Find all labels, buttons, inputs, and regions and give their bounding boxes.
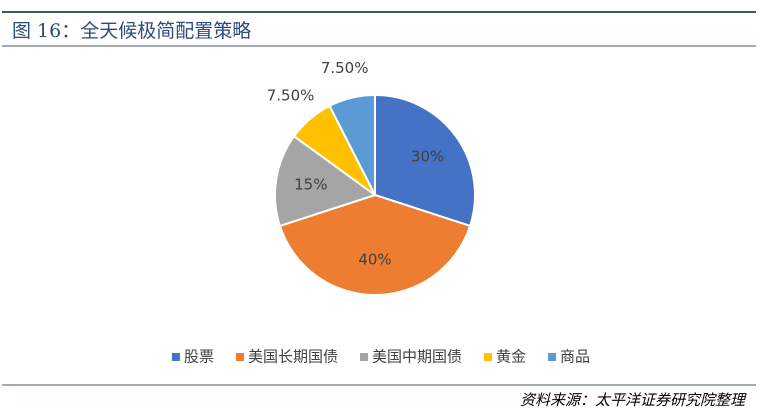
legend-swatch (171, 353, 180, 361)
data-label: 30% (411, 147, 444, 165)
legend-swatch (548, 353, 557, 361)
legend-label: 股票 (184, 348, 214, 366)
legend-label: 黄金 (496, 348, 526, 366)
pie-slice (278, 193, 472, 296)
legend-swatch (235, 353, 244, 361)
pie-slice (328, 93, 376, 196)
data-label: 7.50% (267, 87, 315, 105)
source: 资料来源：太平洋证券研究院整理 (520, 391, 747, 409)
pie-slice (374, 93, 476, 228)
pie-slice (274, 134, 378, 228)
legend-label: 美国长期国债 (248, 348, 338, 366)
legend-swatch (484, 353, 493, 361)
chart-title: 图 16：全天候极简配置策略 (12, 20, 251, 42)
legend-label: 商品 (560, 348, 590, 366)
data-label: 15% (294, 175, 327, 193)
data-label: 7.50% (321, 59, 369, 77)
legend-swatch (359, 353, 368, 361)
legend-label: 美国中期国债 (372, 348, 462, 366)
data-label: 40% (358, 251, 391, 269)
